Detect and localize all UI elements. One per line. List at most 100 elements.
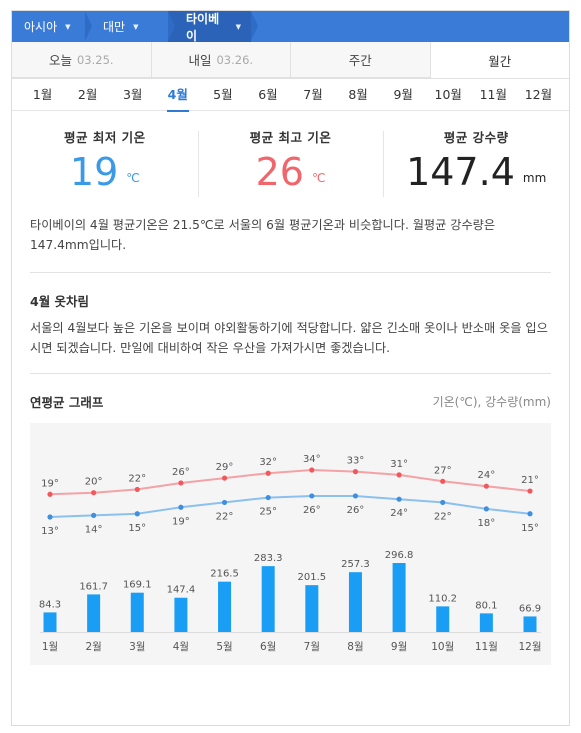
- x-tick-label: 2월: [85, 641, 101, 653]
- chevron-down-icon: ▼: [235, 22, 241, 31]
- stat-avg-low-value: 19 ℃: [12, 150, 198, 194]
- x-tick-label: 8월: [347, 641, 363, 653]
- high-temp-point: [134, 486, 140, 493]
- high-temp-label: 34°: [303, 454, 321, 465]
- monthly-stats: 평균 최저 기온 19 ℃ 평균 최고 기온 26 ℃ 평균 강수량 147.4 mm: [12, 119, 569, 213]
- stat-avg-rain: 평균 강수량 147.4 mm: [383, 119, 569, 213]
- low-temp-label: 26°: [347, 505, 365, 516]
- breadcrumb: 아시아 ▼ 대만 ▼ 타이베이 ▼: [12, 11, 569, 43]
- month-tab-11[interactable]: 11월: [479, 86, 508, 102]
- rain-bar: [436, 606, 450, 632]
- x-tick-label: 1월: [42, 641, 58, 653]
- high-temp-label: 29°: [216, 462, 234, 473]
- month-tab-9[interactable]: 9월: [393, 86, 413, 102]
- low-temp-point: [440, 499, 446, 506]
- tab-tomorrow-label: 내일: [188, 53, 212, 68]
- rain-bar-label: 169.1: [123, 580, 152, 591]
- month-tab-7[interactable]: 7월: [303, 86, 323, 102]
- low-temp-label: 13°: [41, 526, 59, 537]
- avg-low-unit: ℃: [126, 171, 140, 185]
- tab-today[interactable]: 오늘 03.25.: [12, 42, 152, 78]
- low-temp-line: [49, 495, 531, 518]
- avg-rain-number: 147.4: [406, 150, 515, 194]
- low-temp-point: [221, 499, 228, 506]
- low-temp-point: [134, 511, 140, 517]
- period-tabs: 오늘 03.25. 내일 03.26. 주간 월간: [12, 42, 569, 79]
- month-tab-10[interactable]: 10월: [434, 86, 462, 102]
- rain-bar: [348, 572, 362, 632]
- rain-bar: [479, 613, 493, 632]
- month-tab-12[interactable]: 12월: [524, 86, 553, 102]
- stat-avg-rain-label: 평균 강수량: [443, 130, 509, 145]
- high-temp-label: 22°: [128, 473, 146, 484]
- low-temp-label: 15°: [521, 523, 539, 534]
- low-temp-label: 18°: [477, 518, 495, 529]
- graph-title: 연평균 그래프: [30, 395, 104, 410]
- breadcrumb-country[interactable]: 대만 ▼: [85, 11, 175, 42]
- x-tick-label: 12월: [518, 641, 541, 653]
- chevron-down-icon: ▼: [65, 22, 71, 31]
- tab-monthly[interactable]: 월간: [430, 42, 569, 78]
- rain-bar: [174, 597, 188, 632]
- tab-tomorrow-date: 03.26.: [216, 52, 254, 67]
- low-temp-label: 24°: [390, 508, 408, 519]
- low-temp-point: [352, 493, 359, 499]
- breadcrumb-continent-label: 아시아: [24, 20, 58, 34]
- rain-bar-label: 201.5: [297, 572, 326, 583]
- low-temp-point: [265, 494, 271, 501]
- low-temp-point: [396, 496, 402, 502]
- rain-bar: [523, 616, 537, 632]
- high-temp-point: [483, 483, 489, 489]
- tab-weekly-label: 주간: [348, 53, 372, 68]
- rain-bar-label: 110.2: [428, 593, 457, 604]
- x-tick-label: 10월: [431, 641, 454, 653]
- clothing-text: 서울의 4월보다 높은 기온을 보이며 야외활동하기에 적당합니다. 얇은 긴소…: [30, 321, 548, 355]
- x-tick-label: 4월: [173, 641, 189, 653]
- tab-today-date: 03.25.: [76, 52, 114, 67]
- chevron-down-icon: ▼: [133, 22, 139, 31]
- clothing-title: 4월 옷차림: [30, 294, 90, 309]
- low-temp-point: [47, 514, 53, 520]
- breadcrumb-city-label: 타이베이: [186, 11, 220, 43]
- rain-bar: [392, 563, 406, 632]
- rain-bar: [261, 566, 275, 632]
- month-tab-1[interactable]: 1월: [32, 86, 53, 102]
- high-temp-label: 19°: [41, 478, 59, 489]
- stat-avg-low: 평균 최저 기온 19 ℃: [12, 119, 198, 213]
- rain-bar-label: 66.9: [519, 603, 541, 614]
- month-tab-4[interactable]: 4월: [155, 80, 200, 112]
- high-temp-label: 32°: [259, 457, 277, 468]
- summary-text: 타이베이의 4월 평균기온은 21.5℃로 서울의 6월 평균기온과 비슷합니다…: [30, 218, 496, 252]
- month-tab-6[interactable]: 6월: [258, 86, 278, 102]
- x-tick-label: 5월: [216, 641, 232, 653]
- low-temp-label: 19°: [172, 516, 190, 527]
- low-temp-label: 22°: [216, 511, 234, 522]
- high-temp-label: 21°: [521, 475, 539, 486]
- rain-bar: [43, 612, 57, 632]
- high-temp-point: [309, 467, 315, 473]
- month-tab-8[interactable]: 8월: [348, 86, 368, 102]
- divider: [30, 373, 551, 374]
- stat-avg-high: 평균 최고 기온 26 ℃: [197, 119, 384, 213]
- avg-high-unit: ℃: [311, 171, 326, 185]
- tab-tomorrow[interactable]: 내일 03.26.: [151, 42, 291, 78]
- annual-chart: 19° 13° 20° 14° 22° 15° 26° 19° 29° 22° 32° 25° 34° 2…: [30, 423, 551, 665]
- tab-weekly[interactable]: 주간: [291, 42, 431, 78]
- stat-avg-rain-value: 147.4 mm: [383, 150, 569, 194]
- breadcrumb-continent[interactable]: 아시아 ▼: [12, 11, 92, 42]
- rain-bar: [87, 594, 101, 632]
- low-temp-label: 14°: [85, 524, 103, 535]
- low-temp-label: 26°: [303, 505, 321, 516]
- breadcrumb-city[interactable]: 타이베이 ▼: [168, 11, 258, 43]
- tab-monthly-label: 월간: [488, 53, 512, 69]
- rain-bar: [305, 585, 319, 632]
- tab-today-label: 오늘: [48, 53, 72, 68]
- high-temp-point: [47, 491, 53, 497]
- low-temp-label: 22°: [434, 511, 452, 522]
- month-tab-2[interactable]: 2월: [77, 86, 98, 102]
- avg-high-number: 26: [255, 150, 304, 194]
- x-tick-label: 7월: [304, 641, 320, 653]
- divider: [30, 272, 551, 273]
- month-tab-3[interactable]: 3월: [122, 86, 143, 102]
- month-tab-5[interactable]: 5월: [213, 86, 233, 102]
